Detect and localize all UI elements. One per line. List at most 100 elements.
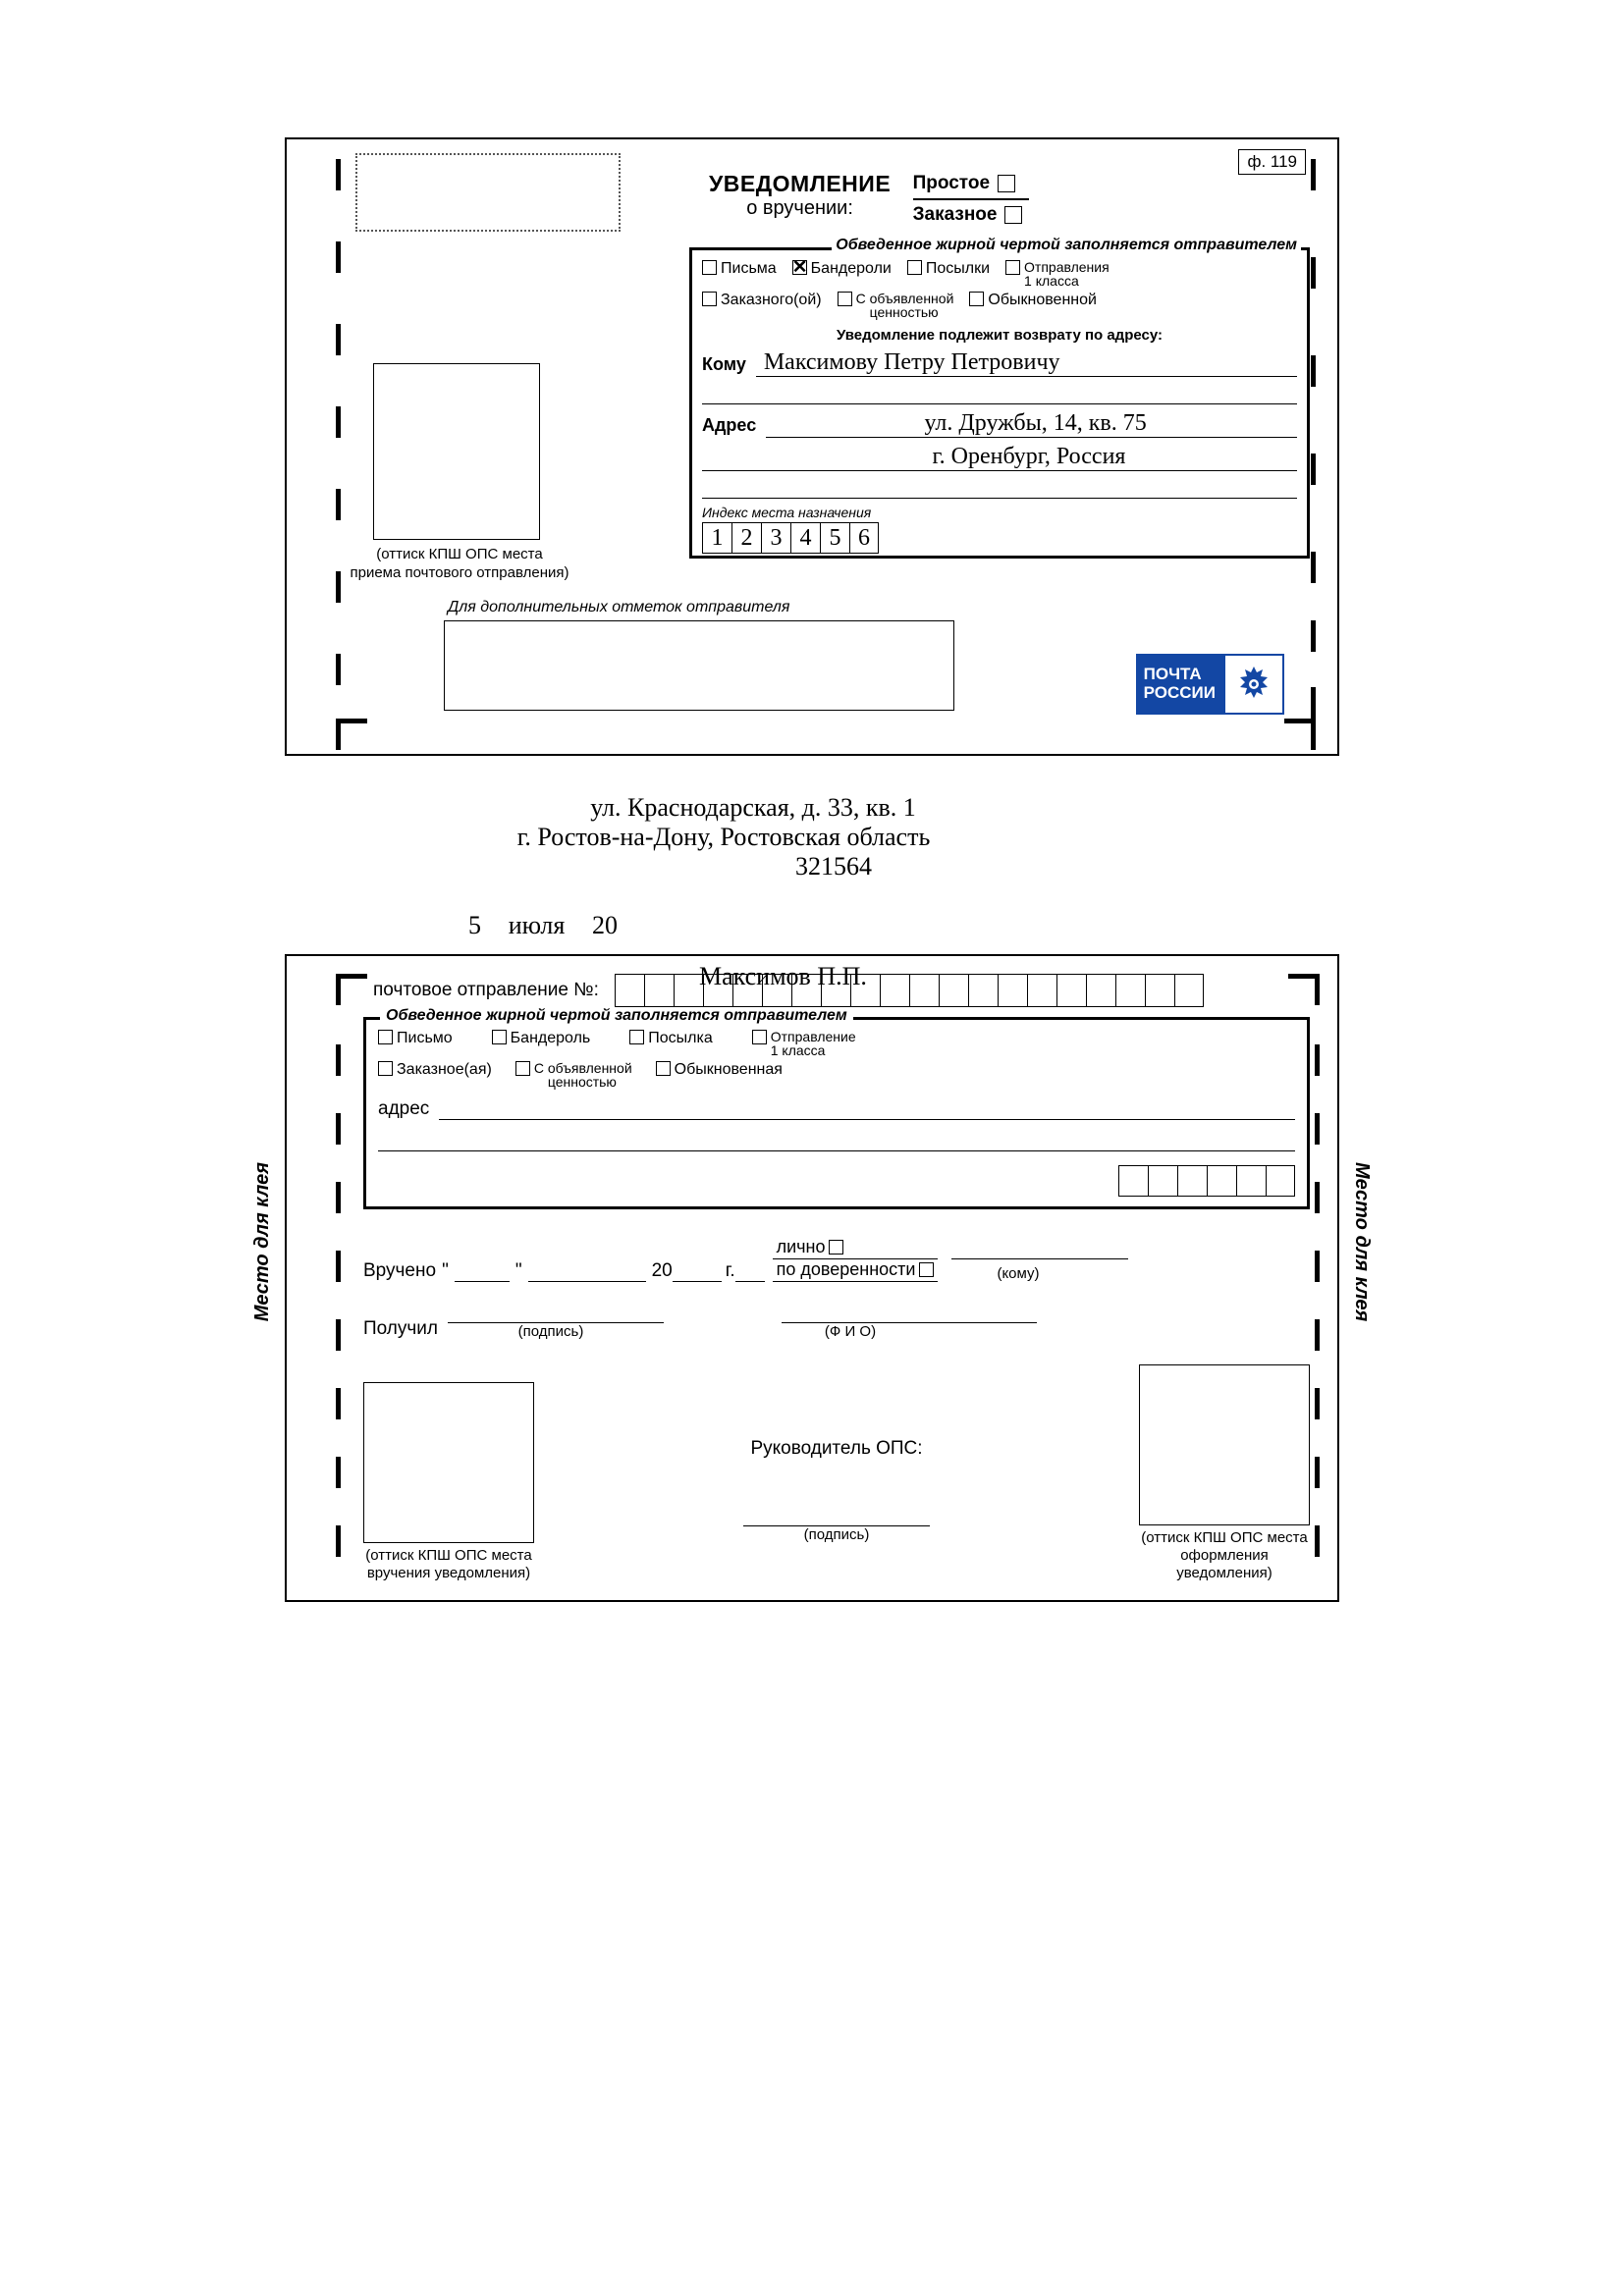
registered-label: Заказного(ой) [721, 292, 822, 309]
mid-addr-l1: ул. Краснодарская, д. 33, кв. 1 [167, 793, 1339, 823]
banderol-checkbox[interactable]: ✕ [792, 260, 807, 275]
crop-mark [1288, 974, 1320, 979]
ordinary-checkbox[interactable] [969, 292, 984, 306]
type-registered-label: Заказное [913, 204, 998, 226]
recipient-addr-l2[interactable]: г. Оренбург, Россия [702, 444, 1297, 471]
idx-cell[interactable]: 6 [849, 522, 879, 554]
delivered-label: Вручено [363, 1260, 436, 1282]
index-caption: Индекс места назначения [702, 505, 1297, 520]
received-row: Получил (подпись) (Ф И О) [363, 1302, 1310, 1340]
firstclass-checkbox[interactable] [1005, 260, 1020, 275]
crop-mark [336, 571, 341, 603]
delivered-gap [735, 1260, 765, 1282]
idx-cell[interactable]: 4 [790, 522, 820, 554]
personally-checkbox[interactable] [829, 1240, 843, 1255]
delivered-month[interactable] [528, 1260, 646, 1282]
sender-section: Обведенное жирной чертой заполняется отп… [689, 247, 1310, 559]
stamp-box-accept [373, 363, 540, 540]
signature-caption: (подпись) [438, 1323, 664, 1340]
declared-checkbox[interactable] [838, 292, 852, 306]
stamp-processing: (оттиск КПШ ОПС местаоформления уведомле… [1139, 1364, 1310, 1582]
bot-ordinary-checkbox[interactable] [656, 1061, 671, 1076]
extra-notes-box[interactable] [444, 620, 954, 711]
crop-mark [336, 1251, 341, 1282]
komu-line[interactable] [951, 1238, 1128, 1259]
bot-letter-label: Письмо [397, 1030, 453, 1047]
crop-mark [336, 241, 341, 273]
stamp-delivery: (оттиск КПШ ОПС меставручения уведомлени… [363, 1382, 534, 1582]
banderol-label: Бандероли [811, 260, 892, 278]
crop-mark [336, 1044, 341, 1076]
recipient-index[interactable]: 1 2 3 4 5 6 [702, 522, 1297, 554]
idx-cell[interactable]: 5 [820, 522, 849, 554]
bot-parcel-checkbox[interactable] [629, 1030, 644, 1044]
crop-mark [1311, 355, 1316, 387]
crop-mark [336, 324, 341, 355]
bot-registered-checkbox[interactable] [378, 1061, 393, 1076]
bottom-sender-caption: Обведенное жирной чертой заполняется отп… [380, 1007, 853, 1025]
stamp-right-l2: оформления уведомления) [1176, 1547, 1272, 1581]
delivered-year[interactable] [673, 1260, 722, 1282]
crop-mark [1315, 1113, 1320, 1145]
crop-mark [1315, 1182, 1320, 1213]
bot-addr-line1[interactable] [439, 1098, 1295, 1120]
header: УВЕДОМЛЕНИЕ о вручении: Простое Заказное [709, 171, 1259, 228]
bot-letter-checkbox[interactable] [378, 1030, 393, 1044]
received-signature[interactable] [448, 1302, 664, 1323]
mid-month: июля [488, 911, 586, 940]
crop-mark [336, 1319, 341, 1351]
delivered-row: Вручено "" 20 г. лично по доверенности (… [363, 1237, 1310, 1282]
idx-cell[interactable]: 2 [731, 522, 761, 554]
type-simple-label: Простое [913, 173, 990, 194]
recipient-addr-l3[interactable] [702, 477, 1297, 499]
bot-firstclass-l2: 1 класса [771, 1042, 826, 1058]
registered-checkbox[interactable] [702, 292, 717, 306]
bot-firstclass-checkbox[interactable] [752, 1030, 767, 1044]
ordinary-label: Обыкновенной [988, 292, 1097, 309]
ops-head-block: Руководитель ОПС: (подпись) [743, 1438, 930, 1582]
bottom-stamp-row: (оттиск КПШ ОПС меставручения уведомлени… [363, 1364, 1310, 1582]
return-note: Уведомление подлежит возврату по адресу: [702, 327, 1297, 344]
crop-mark [1311, 159, 1316, 190]
ops-signature-line[interactable] [743, 1507, 930, 1526]
fio-caption: (Ф И О) [664, 1323, 1037, 1340]
received-fio[interactable] [782, 1302, 1037, 1323]
by-proxy-checkbox[interactable] [919, 1262, 934, 1277]
eagle-icon [1223, 654, 1284, 715]
crop-mark [1311, 620, 1316, 652]
barcode-placeholder [355, 153, 621, 232]
postal-item-label: почтовое отправление №: [373, 980, 599, 1001]
recipient-name-line2[interactable] [702, 383, 1297, 404]
stamp-caption-accept: (оттиск КПШ ОПС места приема почтового о… [342, 546, 577, 583]
title: УВЕДОМЛЕНИЕ [709, 171, 891, 197]
type-registered-checkbox[interactable] [1004, 206, 1022, 224]
firstclass-label-l2: 1 класса [1024, 273, 1079, 289]
bot-declared-checkbox[interactable] [515, 1061, 530, 1076]
delivered-day[interactable] [455, 1260, 510, 1282]
letter-label: Письма [721, 260, 777, 278]
middle-address: ул. Краснодарская, д. 33, кв. 1 г. Росто… [285, 793, 1339, 940]
glue-label-left: Место для клея [251, 1162, 274, 1321]
recipient-name[interactable]: Максимову Петру Петровичу [756, 349, 1297, 377]
divider [913, 198, 1029, 200]
recipient-addr-l1[interactable]: ул. Дружбы, 14, кв. 75 [766, 410, 1297, 438]
idx-cell[interactable]: 1 [702, 522, 731, 554]
bot-addr-line2[interactable] [378, 1130, 1295, 1151]
letter-checkbox[interactable] [702, 260, 717, 275]
russian-post-logo: ПОЧТА РОССИИ [1136, 654, 1284, 715]
bot-banderol-checkbox[interactable] [492, 1030, 507, 1044]
to-label: Кому [702, 354, 746, 377]
idx-cell[interactable]: 3 [761, 522, 790, 554]
parcel-checkbox[interactable] [907, 260, 922, 275]
received-label: Получил [363, 1318, 438, 1340]
crop-mark [1311, 454, 1316, 485]
type-simple-checkbox[interactable] [998, 175, 1015, 192]
bot-registered-label: Заказное(ая) [397, 1061, 492, 1079]
bot-index[interactable] [378, 1165, 1295, 1197]
bot-parcel-label: Посылка [648, 1030, 712, 1047]
by-proxy-label: по доверенности [777, 1259, 916, 1280]
crop-mark [336, 159, 341, 190]
stamp-left-l1: (оттиск КПШ ОПС места [365, 1547, 531, 1564]
bot-banderol-label: Бандероль [511, 1030, 591, 1047]
parcel-label: Посылки [926, 260, 990, 278]
